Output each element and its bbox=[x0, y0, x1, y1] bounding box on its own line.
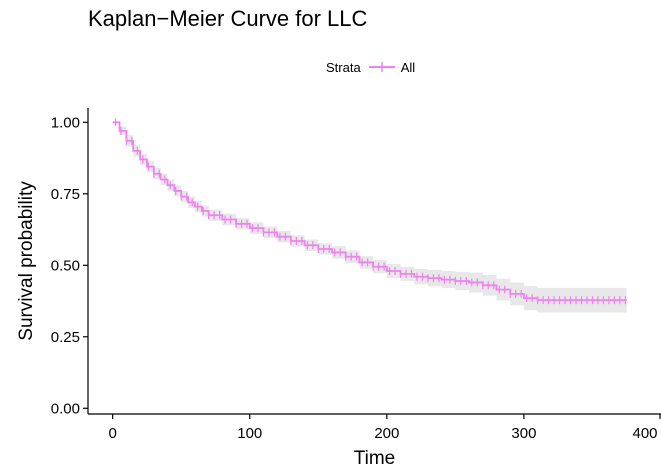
confidence-band bbox=[112, 122, 627, 313]
y-tick-label: 0.75 bbox=[51, 186, 80, 203]
x-tick-label: 200 bbox=[374, 425, 399, 442]
y-tick-label: 1.00 bbox=[51, 114, 80, 131]
legend-title: Strata bbox=[326, 59, 361, 75]
survival-curve-all bbox=[112, 121, 627, 302]
y-tick-label: 0.25 bbox=[51, 329, 80, 346]
x-axis-title: Time bbox=[354, 448, 396, 468]
x-tick-label: 400 bbox=[632, 425, 657, 442]
legend-key-all bbox=[368, 62, 395, 72]
x-tick-label: 100 bbox=[237, 425, 262, 442]
y-axis-title: Survival probability bbox=[16, 181, 37, 341]
legend: Strata All bbox=[326, 58, 415, 76]
y-tick-label: 0.50 bbox=[51, 257, 80, 274]
x-tick-label: 300 bbox=[511, 425, 536, 442]
y-tick-label: 0.00 bbox=[51, 400, 80, 417]
x-tick-label: 0 bbox=[109, 425, 117, 442]
legend-label-all: All bbox=[400, 59, 416, 75]
chart-title: Kaplan−Meier Curve for LLC bbox=[88, 6, 368, 31]
